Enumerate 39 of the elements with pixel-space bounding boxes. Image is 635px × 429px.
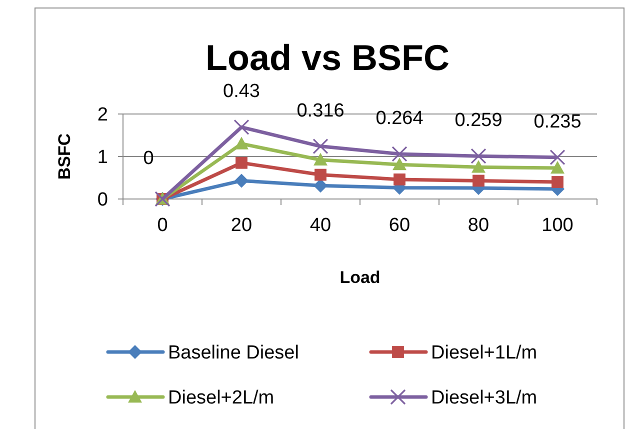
point [314, 178, 328, 193]
x-tick-label: 40 [310, 215, 332, 236]
x-tick-label: 20 [230, 215, 252, 236]
chart-title: Load vs BSFC [205, 37, 450, 78]
x-tick-label: 60 [388, 215, 410, 236]
point [394, 174, 406, 186]
annotation: 0 [143, 148, 154, 169]
point [234, 136, 248, 150]
point [472, 160, 486, 173]
y-tick-label: 2 [97, 104, 108, 126]
y-axis-title: BSFC [55, 133, 74, 180]
point [314, 152, 328, 166]
x-tick-label: 100 [542, 215, 574, 236]
annotation: 0.235 [534, 111, 582, 132]
point [552, 176, 564, 188]
point [234, 119, 250, 135]
point [314, 168, 326, 181]
x-tick-label: 80 [468, 215, 490, 236]
x-axis-title: Load [340, 268, 380, 287]
point [550, 160, 564, 174]
point [392, 158, 406, 170]
legend-label: Diesel+2L/m [168, 388, 274, 409]
annotation: 0.259 [454, 110, 502, 132]
legend-label: Diesel+3L/m [431, 388, 538, 409]
point [236, 156, 248, 169]
point [392, 146, 408, 162]
x-tick-label: 0 [157, 215, 168, 236]
y-tick-label: 1 [97, 147, 108, 168]
point [550, 150, 566, 166]
point [472, 174, 484, 187]
point [312, 138, 328, 154]
point [470, 148, 486, 164]
point [234, 174, 248, 188]
annotation: 0.316 [296, 100, 344, 122]
text: 0.43 [223, 81, 260, 102]
legend-label: Diesel+1L/m [431, 342, 538, 364]
y-tick-label: 0 [97, 190, 108, 211]
annotation: 0.264 [376, 108, 424, 129]
legend-label: Baseline Diesel [168, 342, 299, 364]
